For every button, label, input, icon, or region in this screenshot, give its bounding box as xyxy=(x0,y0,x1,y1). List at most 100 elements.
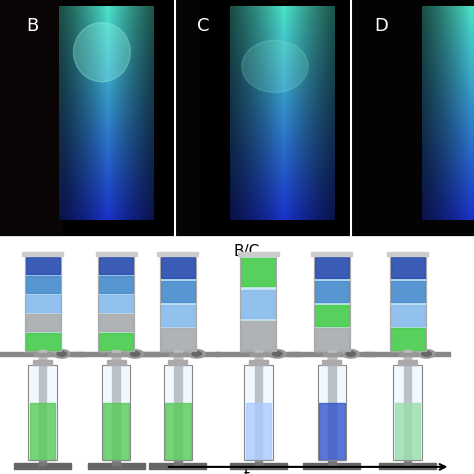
Circle shape xyxy=(422,352,431,356)
Bar xyxy=(34,353,51,356)
Bar xyxy=(161,257,195,279)
Bar xyxy=(160,256,196,351)
Bar xyxy=(73,353,159,356)
Bar xyxy=(99,257,133,274)
Bar xyxy=(98,256,134,351)
Bar xyxy=(404,350,411,363)
Bar xyxy=(241,258,275,286)
Bar xyxy=(22,252,63,256)
Text: B: B xyxy=(26,17,38,35)
Circle shape xyxy=(57,352,66,356)
Bar xyxy=(161,328,195,350)
Circle shape xyxy=(127,350,144,358)
Bar xyxy=(318,365,346,460)
Bar xyxy=(216,353,301,356)
Circle shape xyxy=(346,352,356,356)
Bar xyxy=(314,256,350,351)
Bar xyxy=(238,252,279,256)
Bar xyxy=(323,353,340,356)
Bar xyxy=(26,294,60,312)
Bar xyxy=(387,252,428,256)
Bar xyxy=(365,353,450,356)
Bar xyxy=(315,305,349,326)
Bar xyxy=(160,256,196,351)
Bar xyxy=(39,270,46,465)
Circle shape xyxy=(269,350,286,358)
Circle shape xyxy=(342,350,359,358)
Bar xyxy=(149,464,206,469)
Bar xyxy=(88,464,145,469)
Bar xyxy=(99,314,133,331)
Bar xyxy=(393,365,422,460)
Bar xyxy=(289,353,374,356)
Bar xyxy=(25,256,61,351)
Bar xyxy=(99,276,133,292)
Bar xyxy=(175,0,199,237)
Bar xyxy=(395,403,420,460)
Ellipse shape xyxy=(73,23,130,82)
Bar xyxy=(96,252,137,256)
Bar xyxy=(314,256,350,351)
Bar xyxy=(33,360,52,365)
Bar xyxy=(26,276,60,292)
Circle shape xyxy=(273,352,282,356)
Bar xyxy=(399,353,416,356)
Bar xyxy=(168,360,187,365)
Bar xyxy=(328,350,336,363)
Bar xyxy=(99,294,133,312)
Text: D: D xyxy=(374,17,388,35)
Bar xyxy=(240,256,276,351)
Bar xyxy=(241,321,275,350)
Bar xyxy=(25,256,61,351)
Bar xyxy=(28,365,57,460)
Bar xyxy=(0,0,62,237)
Bar xyxy=(322,360,341,365)
Bar xyxy=(241,290,275,318)
Bar xyxy=(108,353,125,356)
Bar xyxy=(107,360,126,365)
Bar xyxy=(112,350,120,363)
Circle shape xyxy=(192,352,201,356)
Bar xyxy=(255,350,262,363)
Bar xyxy=(26,257,60,274)
Bar xyxy=(393,365,422,460)
Bar xyxy=(391,281,425,302)
Bar xyxy=(161,305,195,326)
Bar xyxy=(315,328,349,350)
Bar xyxy=(0,353,85,356)
Bar xyxy=(255,270,262,465)
Bar xyxy=(98,256,134,351)
Bar xyxy=(14,464,71,469)
Bar xyxy=(315,281,349,302)
Bar xyxy=(315,257,349,279)
Bar xyxy=(246,403,271,460)
Bar xyxy=(328,270,336,465)
Bar xyxy=(303,464,360,469)
Bar xyxy=(230,464,287,469)
Bar xyxy=(398,360,417,365)
Bar xyxy=(174,270,182,465)
Bar xyxy=(391,257,425,279)
Bar xyxy=(164,365,192,460)
Bar xyxy=(28,365,57,460)
Bar xyxy=(390,256,426,351)
Ellipse shape xyxy=(242,40,308,92)
Bar xyxy=(135,353,220,356)
Bar xyxy=(30,403,55,460)
Bar xyxy=(161,281,195,302)
Bar xyxy=(39,350,46,363)
Bar xyxy=(112,270,120,465)
Bar xyxy=(318,365,346,460)
Circle shape xyxy=(53,350,70,358)
Bar xyxy=(244,365,273,460)
Bar xyxy=(249,360,268,365)
Bar xyxy=(244,365,273,460)
Bar xyxy=(26,333,60,350)
Bar xyxy=(240,256,276,351)
Bar xyxy=(319,403,345,460)
Circle shape xyxy=(188,350,205,358)
Bar xyxy=(99,333,133,350)
Text: B/C: B/C xyxy=(233,244,260,259)
Text: t: t xyxy=(244,469,249,474)
Bar xyxy=(102,365,130,460)
